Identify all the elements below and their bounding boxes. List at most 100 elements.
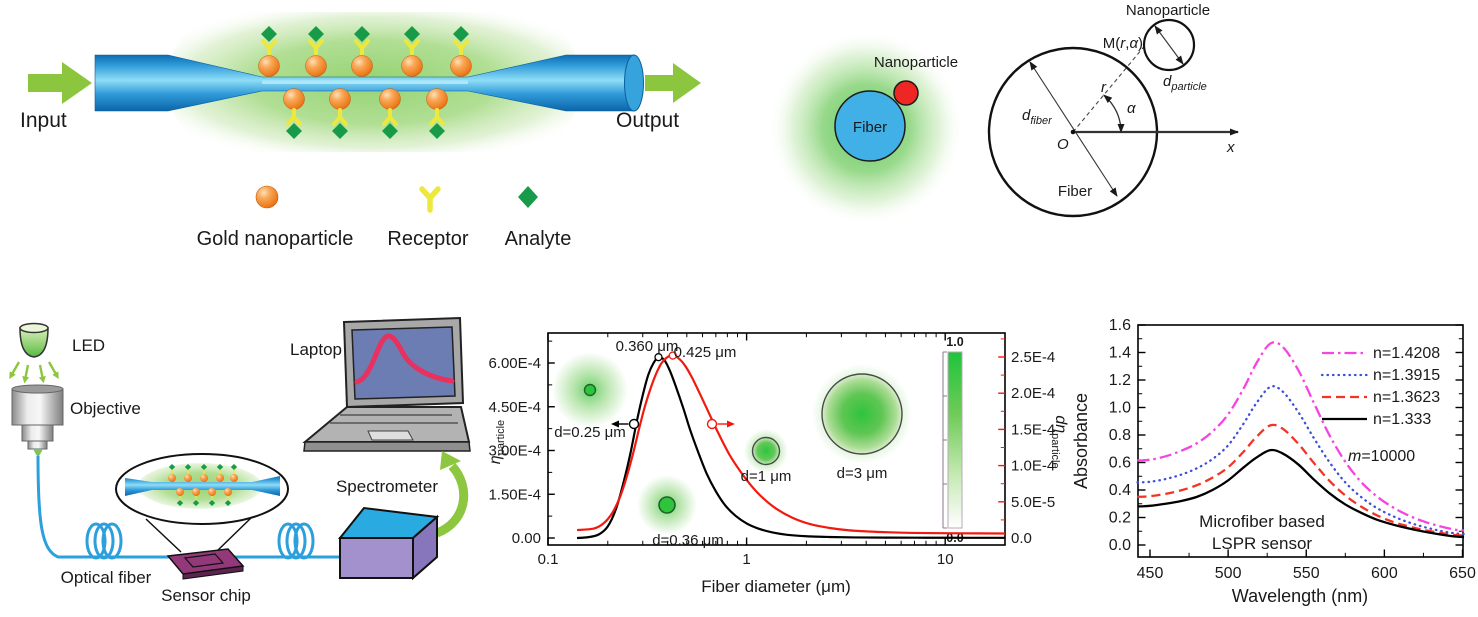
- cross-section-panel: Nanoparticle Fiber: [768, 30, 964, 226]
- svg-text:d=3 μm: d=3 μm: [837, 465, 888, 482]
- svg-text:d=0.25 μm: d=0.25 μm: [554, 424, 626, 441]
- svg-text:2.5E-4: 2.5E-4: [1011, 349, 1055, 366]
- svg-text:0.425 μm: 0.425 μm: [674, 344, 737, 361]
- y-axis-title: Absorbance: [1071, 393, 1091, 489]
- colorbar: 1.0 0.0: [942, 335, 964, 545]
- nanoparticle-assemblies-bottom: [283, 88, 448, 139]
- taper-schematic-panel: Input Output Gold nanoparticle Receptor …: [20, 12, 701, 250]
- svg-text:0.6: 0.6: [1109, 455, 1131, 472]
- fiber-coil-right: [277, 522, 315, 560]
- svg-text:5.0E-5: 5.0E-5: [1011, 494, 1055, 511]
- d-particle-label: dparticle: [1163, 73, 1207, 93]
- x-axis-title: Fiber diameter (μm): [701, 577, 851, 596]
- chart1-plot: 0.1 1 10 0.00 1.50E-4 3.00E-4 4.50E-4 6.00E-4 0.…: [488, 332, 1055, 568]
- mini-tapered-fiber: [125, 476, 280, 496]
- zoom-cone-right: [215, 516, 253, 553]
- output-arrow-icon: [645, 63, 701, 103]
- svg-text:4.50E-4: 4.50E-4: [488, 399, 541, 416]
- geometry-diagram-panel: Nanoparticle M(r,α) dparticle dfiber r α…: [987, 2, 1239, 218]
- sensor-chip-icon: [166, 548, 245, 580]
- nanoparticle-assemblies-top: [258, 26, 472, 77]
- svg-text:n=1.3915: n=1.3915: [1373, 367, 1440, 384]
- chart2-plot: 450 500 550 600 650 0.0 0.2 0.4 0.6 0.8 1.0 1.2 1.4 1…: [1109, 317, 1476, 582]
- svg-text:450: 450: [1137, 565, 1164, 582]
- data-flow-arrow: [435, 462, 469, 538]
- svg-text:0.00: 0.00: [512, 530, 541, 547]
- mini-nanoparticles: [168, 464, 238, 506]
- svg-text:1.6: 1.6: [1109, 317, 1131, 334]
- objective-icon: [11, 384, 64, 458]
- svg-text:10: 10: [937, 551, 954, 568]
- absorbance-chart: Wavelength (nm) Absorbance m=10000 Micro…: [1071, 317, 1476, 606]
- svg-text:3.00E-4: 3.00E-4: [488, 443, 541, 460]
- svg-text:1.4: 1.4: [1109, 345, 1131, 362]
- origin-label: O: [1057, 136, 1069, 153]
- x-axis-title: Wavelength (nm): [1232, 586, 1368, 606]
- svg-text:d=1 μm: d=1 μm: [741, 468, 792, 485]
- experimental-setup-panel: LED Objective: [9, 316, 471, 605]
- analyte-icon: [518, 186, 538, 208]
- alpha-angle-arc: [1103, 94, 1125, 133]
- svg-text:2.0E-4: 2.0E-4: [1011, 385, 1055, 402]
- svg-text:d=0.36 μm: d=0.36 μm: [652, 532, 724, 549]
- svg-text:500: 500: [1215, 565, 1242, 582]
- fiber-coil-left: [85, 522, 123, 560]
- particle-diameter-arrow: [1154, 25, 1184, 65]
- right-y-axis-title: dηparticle: [1049, 415, 1069, 468]
- led-label: LED: [72, 336, 105, 355]
- spectrometer-label: Spectrometer: [336, 477, 438, 496]
- svg-text:1.0: 1.0: [1109, 400, 1131, 417]
- nanoparticle-label: Nanoparticle: [1126, 2, 1210, 19]
- svg-text:0.360 μm: 0.360 μm: [616, 338, 679, 355]
- svg-text:0.0: 0.0: [1011, 530, 1032, 547]
- left-y-axis-title: ηparticle: [487, 420, 507, 464]
- sensor-note-line1: Microfiber based: [1199, 512, 1325, 531]
- svg-text:1.50E-4: 1.50E-4: [488, 486, 541, 503]
- led-top: [19, 322, 49, 334]
- output-label: Output: [616, 109, 679, 132]
- svg-text:n=1.333: n=1.333: [1373, 411, 1431, 428]
- svg-text:650: 650: [1449, 565, 1476, 582]
- optical-fiber-label: Optical fiber: [61, 568, 152, 587]
- svg-text:1.0E-4: 1.0E-4: [1011, 458, 1055, 475]
- input-arrow-icon: [28, 62, 92, 104]
- svg-text:0.8: 0.8: [1109, 427, 1131, 444]
- fiber-label: Fiber: [853, 119, 887, 136]
- gold-nanoparticle-icon: [255, 185, 279, 209]
- sensor-note-line2: LSPR sensor: [1212, 534, 1312, 553]
- svg-text:600: 600: [1371, 565, 1398, 582]
- svg-text:6.00E-4: 6.00E-4: [488, 355, 541, 372]
- svg-text:1.5E-4: 1.5E-4: [1011, 421, 1055, 438]
- m-annotation: m=10000: [1348, 448, 1415, 465]
- svg-text:1: 1: [742, 551, 750, 568]
- svg-text:550: 550: [1293, 565, 1320, 582]
- field-insets: [552, 352, 912, 535]
- nanoparticle-dot: [893, 80, 919, 106]
- spectrometer-icon: [337, 506, 440, 581]
- fiber-label: Fiber: [1058, 183, 1092, 200]
- legend-analyte-label: Analyte: [505, 228, 572, 250]
- point-m-label: M(r,α): [1103, 35, 1143, 52]
- fiber-end-cap: [624, 54, 644, 112]
- svg-text:0.2: 0.2: [1109, 510, 1131, 527]
- led-icon: [19, 327, 49, 358]
- svg-text:0.0: 0.0: [1109, 537, 1131, 554]
- laptop-label: Laptop: [290, 340, 342, 359]
- nanoparticle-label: Nanoparticle: [874, 54, 958, 71]
- svg-text:1.2: 1.2: [1109, 372, 1131, 389]
- receptor-icon: [419, 186, 441, 213]
- input-label: Input: [20, 109, 67, 132]
- svg-text:n=1.4208: n=1.4208: [1373, 345, 1440, 362]
- fiber-waist-highlight: [262, 80, 468, 84]
- spectrum-curve: [354, 333, 455, 385]
- data-flow-arrowhead: [440, 451, 461, 470]
- fiber-diameter-arrow: [1029, 61, 1118, 197]
- eta-vs-diameter-chart: 1.0 0.0 Fiber diameter (μm) ηparticle dη…: [487, 332, 1069, 596]
- fiber-cross-section: [834, 90, 906, 162]
- laptop-icon: [302, 316, 471, 452]
- optical-fiber-line: [36, 455, 340, 559]
- svg-text:n=1.3623: n=1.3623: [1373, 389, 1440, 406]
- r-label: r: [1101, 79, 1107, 96]
- origin-dot: [1070, 129, 1076, 135]
